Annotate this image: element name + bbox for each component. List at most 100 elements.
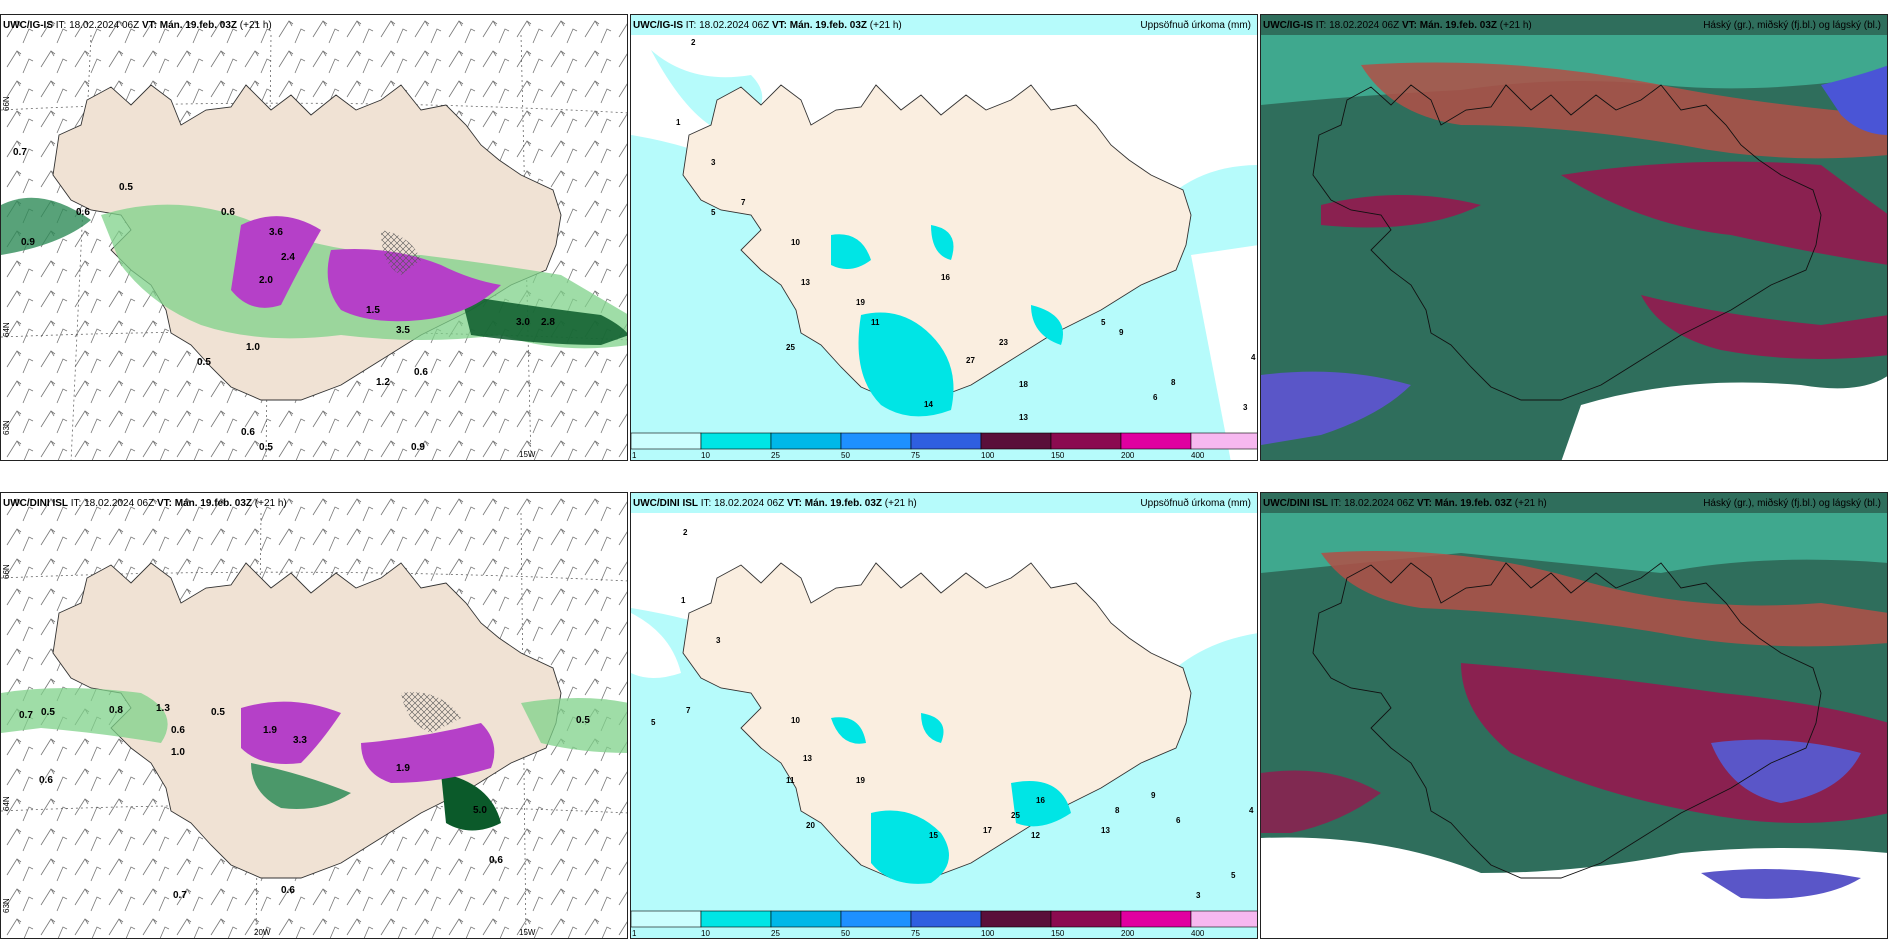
precip-label: 3	[716, 636, 721, 645]
precip-map: 2 1 3 5 7 10 13 19 20 11 15 17 16 25 12 …	[631, 493, 1257, 938]
model-name: UWC/DINI ISL	[1263, 498, 1328, 509]
precip-label: 3	[1243, 403, 1248, 412]
snow-label: 0.6	[76, 207, 90, 218]
map-panel-snow-igis: UWC/IG-IS IT: 18.02.2024 06Z VT: Mán. 19…	[0, 14, 628, 461]
precip-label: 14	[924, 400, 933, 409]
colorbar-label: 100	[981, 929, 995, 938]
lat-label: 63N	[2, 898, 11, 913]
clear-sky-area	[1261, 837, 1887, 938]
precip-label: 2	[691, 38, 696, 47]
panel-header: UWC/IG-IS IT: 18.02.2024 06Z VT: Mán. 19…	[1263, 20, 1883, 34]
precip-label: 1	[676, 118, 681, 127]
snow-label: 0.7	[13, 147, 27, 158]
field-name: Uppsöfnuð úrkoma (mm)	[1140, 20, 1251, 31]
cloud-area-crimson	[1261, 770, 1381, 833]
lat-label: 63N	[2, 420, 11, 435]
map-panel-precip-dini: UWC/DINI ISL IT: 18.02.2024 06Z VT: Mán.…	[630, 492, 1258, 939]
precip-label: 1	[681, 596, 686, 605]
precip-label: 18	[1019, 380, 1028, 389]
precip-label: 20	[806, 821, 815, 830]
cloud-area-green	[1261, 513, 1887, 573]
init-time: IT: 18.02.2024 06Z	[685, 20, 770, 31]
lead-time: (+21 h)	[1514, 498, 1547, 509]
snow-label: 5.0	[473, 805, 487, 816]
colorbar-label: 200	[1121, 929, 1135, 938]
colorbar-label: 400	[1191, 451, 1205, 460]
precip-area-10mm	[1031, 305, 1063, 345]
model-name: UWC/IG-IS	[633, 20, 683, 31]
precip-area-10mm	[831, 717, 866, 744]
snow-label: 0.6	[414, 367, 428, 378]
colorbar-swatch	[770, 432, 842, 450]
lead-time: (+21 h)	[884, 498, 917, 509]
snow-label: 0.7	[19, 710, 33, 721]
precip-label: 5	[711, 208, 716, 217]
cloud-area-blue	[1701, 869, 1861, 899]
cloud-map	[1261, 15, 1887, 460]
panel-header: UWC/DINI ISL IT: 18.02.2024 06Z VT: Mán.…	[3, 498, 623, 512]
precip-label: 13	[803, 754, 812, 763]
model-name: UWC/DINI ISL	[3, 498, 68, 509]
snow-hatch	[381, 230, 421, 275]
lon-label: 20W	[254, 928, 271, 937]
precip-map: 2 1 3 5 7 10 13 19 25 11 14 18 13 16 23 …	[631, 15, 1257, 460]
init-time: IT: 18.02.2024 06Z	[1315, 20, 1400, 31]
precip-label: 11	[786, 776, 795, 785]
precip-label: 8	[1115, 806, 1120, 815]
cloud-area-crimson	[1561, 161, 1887, 265]
precip-label: 19	[856, 776, 865, 785]
colorbar-swatch	[840, 910, 912, 928]
colorbar-swatch	[910, 432, 982, 450]
colorbar-label: 75	[911, 451, 920, 460]
precip-label: 16	[941, 273, 950, 282]
precip-label: 5	[1101, 318, 1106, 327]
model-name: UWC/IG-IS	[1263, 20, 1313, 31]
precip-label: 13	[1019, 413, 1028, 422]
colorbar-swatch	[770, 910, 842, 928]
colorbar-swatch	[840, 432, 912, 450]
precip-label: 16	[1036, 796, 1045, 805]
colorbar-swatch	[700, 432, 772, 450]
panel-header: UWC/IG-IS IT: 18.02.2024 06Z VT: Mán. 19…	[633, 20, 1253, 34]
snow-area-purple	[327, 249, 501, 322]
colorbar-label: 150	[1051, 929, 1065, 938]
precip-label: 12	[1031, 831, 1040, 840]
field-name: Háský (gr.), miðský (fj.bl.) og lágský (…	[1703, 498, 1881, 509]
cloud-area-crimson	[1641, 295, 1887, 359]
precip-label: 15	[929, 831, 938, 840]
snow-label: 0.6	[281, 885, 295, 896]
init-time: IT: 18.02.2024 06Z	[55, 20, 140, 31]
lead-time: (+21 h)	[869, 20, 902, 31]
snow-label: 0.7	[173, 890, 187, 901]
snow-label: 0.9	[411, 442, 425, 453]
panel-header: UWC/DINI ISL IT: 18.02.2024 06Z VT: Mán.…	[1263, 498, 1883, 512]
snow-label: 3.6	[269, 227, 283, 238]
precip-label: 9	[1119, 328, 1124, 337]
colorbar-label: 100	[981, 451, 995, 460]
colorbar-swatch	[910, 910, 982, 928]
dry-area	[1191, 245, 1257, 460]
snow-label: 0.6	[241, 427, 255, 438]
colorbar-swatch	[980, 432, 1052, 450]
snow-label: 1.0	[246, 342, 260, 353]
precip-colorbar: 1 10 25 50 75 100 150 200 400	[631, 910, 1257, 938]
precip-area-10mm	[1011, 781, 1071, 827]
colorbar-swatch	[1120, 910, 1192, 928]
cloud-area-blue	[1711, 739, 1861, 803]
cloud-area-red	[1321, 551, 1887, 647]
lead-time: (+21 h)	[254, 498, 287, 509]
colorbar-swatch	[1050, 910, 1122, 928]
dry-area	[631, 613, 681, 678]
cloud-area-crimson	[1321, 195, 1481, 228]
snow-area-purple	[361, 723, 495, 783]
map-panel-clouds-igis: UWC/IG-IS IT: 18.02.2024 06Z VT: Mán. 19…	[1260, 14, 1888, 461]
valid-time: VT: Mán. 19.feb. 03Z	[141, 20, 237, 31]
init-time: IT: 18.02.2024 06Z	[700, 498, 785, 509]
precip-area-10mm	[858, 312, 954, 417]
snow-label: 0.5	[259, 442, 273, 453]
precip-label: 25	[786, 343, 795, 352]
precip-label: 13	[1101, 826, 1110, 835]
precip-label: 5	[651, 718, 656, 727]
snow-label: 0.9	[21, 237, 35, 248]
valid-time: VT: Mán. 19.feb. 03Z	[771, 20, 867, 31]
